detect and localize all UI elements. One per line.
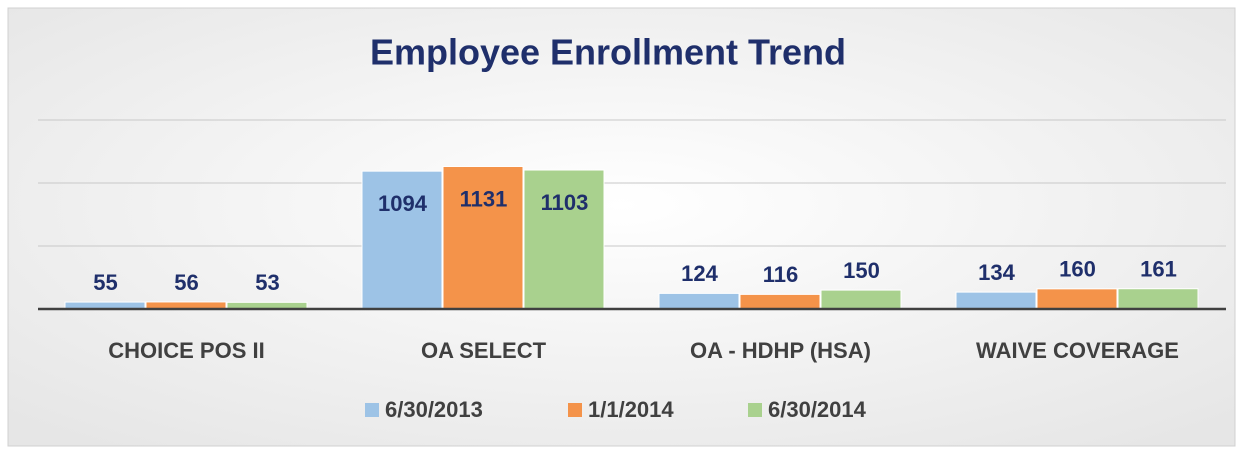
legend-swatch — [748, 403, 762, 417]
data-label: 1103 — [541, 190, 589, 215]
data-label: 1131 — [460, 186, 508, 211]
x-tick-label: OA SELECT — [421, 338, 547, 363]
bar — [1117, 288, 1199, 310]
x-tick-label: CHOICE POS II — [108, 338, 264, 363]
data-label: 150 — [843, 258, 880, 283]
x-tick-label: WAIVE COVERAGE — [976, 338, 1179, 363]
legend-label: 6/30/2013 — [385, 397, 483, 422]
bar — [955, 291, 1037, 310]
bar — [739, 293, 821, 310]
data-label: 134 — [978, 260, 1015, 285]
legend-label: 1/1/2014 — [588, 397, 674, 422]
bar — [1036, 288, 1118, 310]
chart-title: Employee Enrollment Trend — [370, 32, 846, 73]
data-label: 56 — [174, 270, 198, 295]
x-tick-label: OA - HDHP (HSA) — [690, 338, 871, 363]
data-label: 1094 — [378, 191, 428, 216]
data-label: 116 — [763, 262, 799, 287]
legend-swatch — [365, 403, 379, 417]
data-label: 124 — [681, 261, 718, 286]
legend-label: 6/30/2014 — [768, 397, 867, 422]
bar — [820, 289, 902, 310]
data-label: 160 — [1059, 257, 1096, 282]
data-label: 161 — [1140, 257, 1177, 282]
chart-background — [7, 7, 1236, 447]
legend-swatch — [568, 403, 582, 417]
data-label: 55 — [93, 270, 117, 295]
data-label: 53 — [255, 270, 279, 295]
bar — [658, 292, 740, 310]
bar — [361, 170, 443, 310]
